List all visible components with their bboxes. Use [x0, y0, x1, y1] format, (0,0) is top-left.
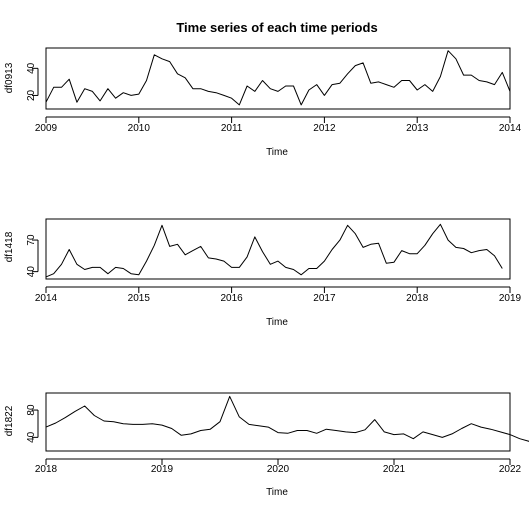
x-tick-label-df1822-2018: 2018 [35, 464, 58, 475]
y-tick-label-df0913-40: 40 [26, 62, 37, 74]
panel-df1822: df1822 Time 2018 2019 2020 2021 2022 40 80 [4, 392, 529, 498]
series-line-df1822 [45, 395, 529, 442]
x-tick-label-df0913-2013: 2013 [406, 123, 429, 134]
y-tick-label-df1418-70: 70 [26, 234, 37, 246]
x-axis-label-df1822: Time [266, 487, 288, 498]
y-tick-label-df1418-40: 40 [26, 266, 37, 278]
x-tick-label-df0913-2009: 2009 [35, 123, 58, 134]
series-line-df0913 [45, 50, 511, 106]
y-axis-label-df1822: df1822 [4, 405, 15, 436]
panel-df0913: df0913 Time 2009 2010 2011 2012 2013 2014 20 40 [4, 47, 522, 158]
plot-frame-df0913 [45, 47, 511, 110]
x-tick-label-df0913-2010: 2010 [128, 123, 151, 134]
plot-frame-df1822 [45, 392, 511, 452]
x-tick-label-df1822-2019: 2019 [151, 464, 174, 475]
x-tick-label-df1418-2014: 2014 [35, 293, 58, 304]
x-tick-label-df1822-2021: 2021 [383, 464, 406, 475]
x-tick-label-df0913-2012: 2012 [313, 123, 336, 134]
x-tick-label-df1418-2016: 2016 [220, 293, 243, 304]
x-axis-label-df1418: Time [266, 317, 288, 328]
x-tick-label-df0913-2014: 2014 [499, 123, 522, 134]
y-axis-label-df1418: df1418 [4, 231, 15, 262]
series-line-df1418 [45, 223, 503, 278]
x-tick-label-df0913-2011: 2011 [221, 123, 243, 134]
x-axis-label-df0913: Time [266, 147, 288, 158]
x-tick-label-df1822-2022: 2022 [499, 464, 522, 475]
chart-title: Time series of each time periods [176, 20, 377, 35]
x-tick-label-df1418-2019: 2019 [499, 293, 522, 304]
y-tick-label-df1822-80: 80 [26, 404, 37, 416]
panel-df1418: df1418 Time 2014 2015 2016 2017 2018 2019 40 70 [4, 218, 522, 328]
plot-frame-df1418 [45, 218, 511, 280]
x-tick-label-df1418-2015: 2015 [128, 293, 151, 304]
x-tick-label-df1418-2017: 2017 [313, 293, 336, 304]
y-tick-label-df0913-20: 20 [26, 89, 37, 101]
y-tick-label-df1822-40: 40 [26, 431, 37, 443]
x-tick-label-df1822-2020: 2020 [267, 464, 290, 475]
x-tick-label-df1418-2018: 2018 [406, 293, 429, 304]
y-axis-label-df0913: df0913 [4, 62, 15, 93]
